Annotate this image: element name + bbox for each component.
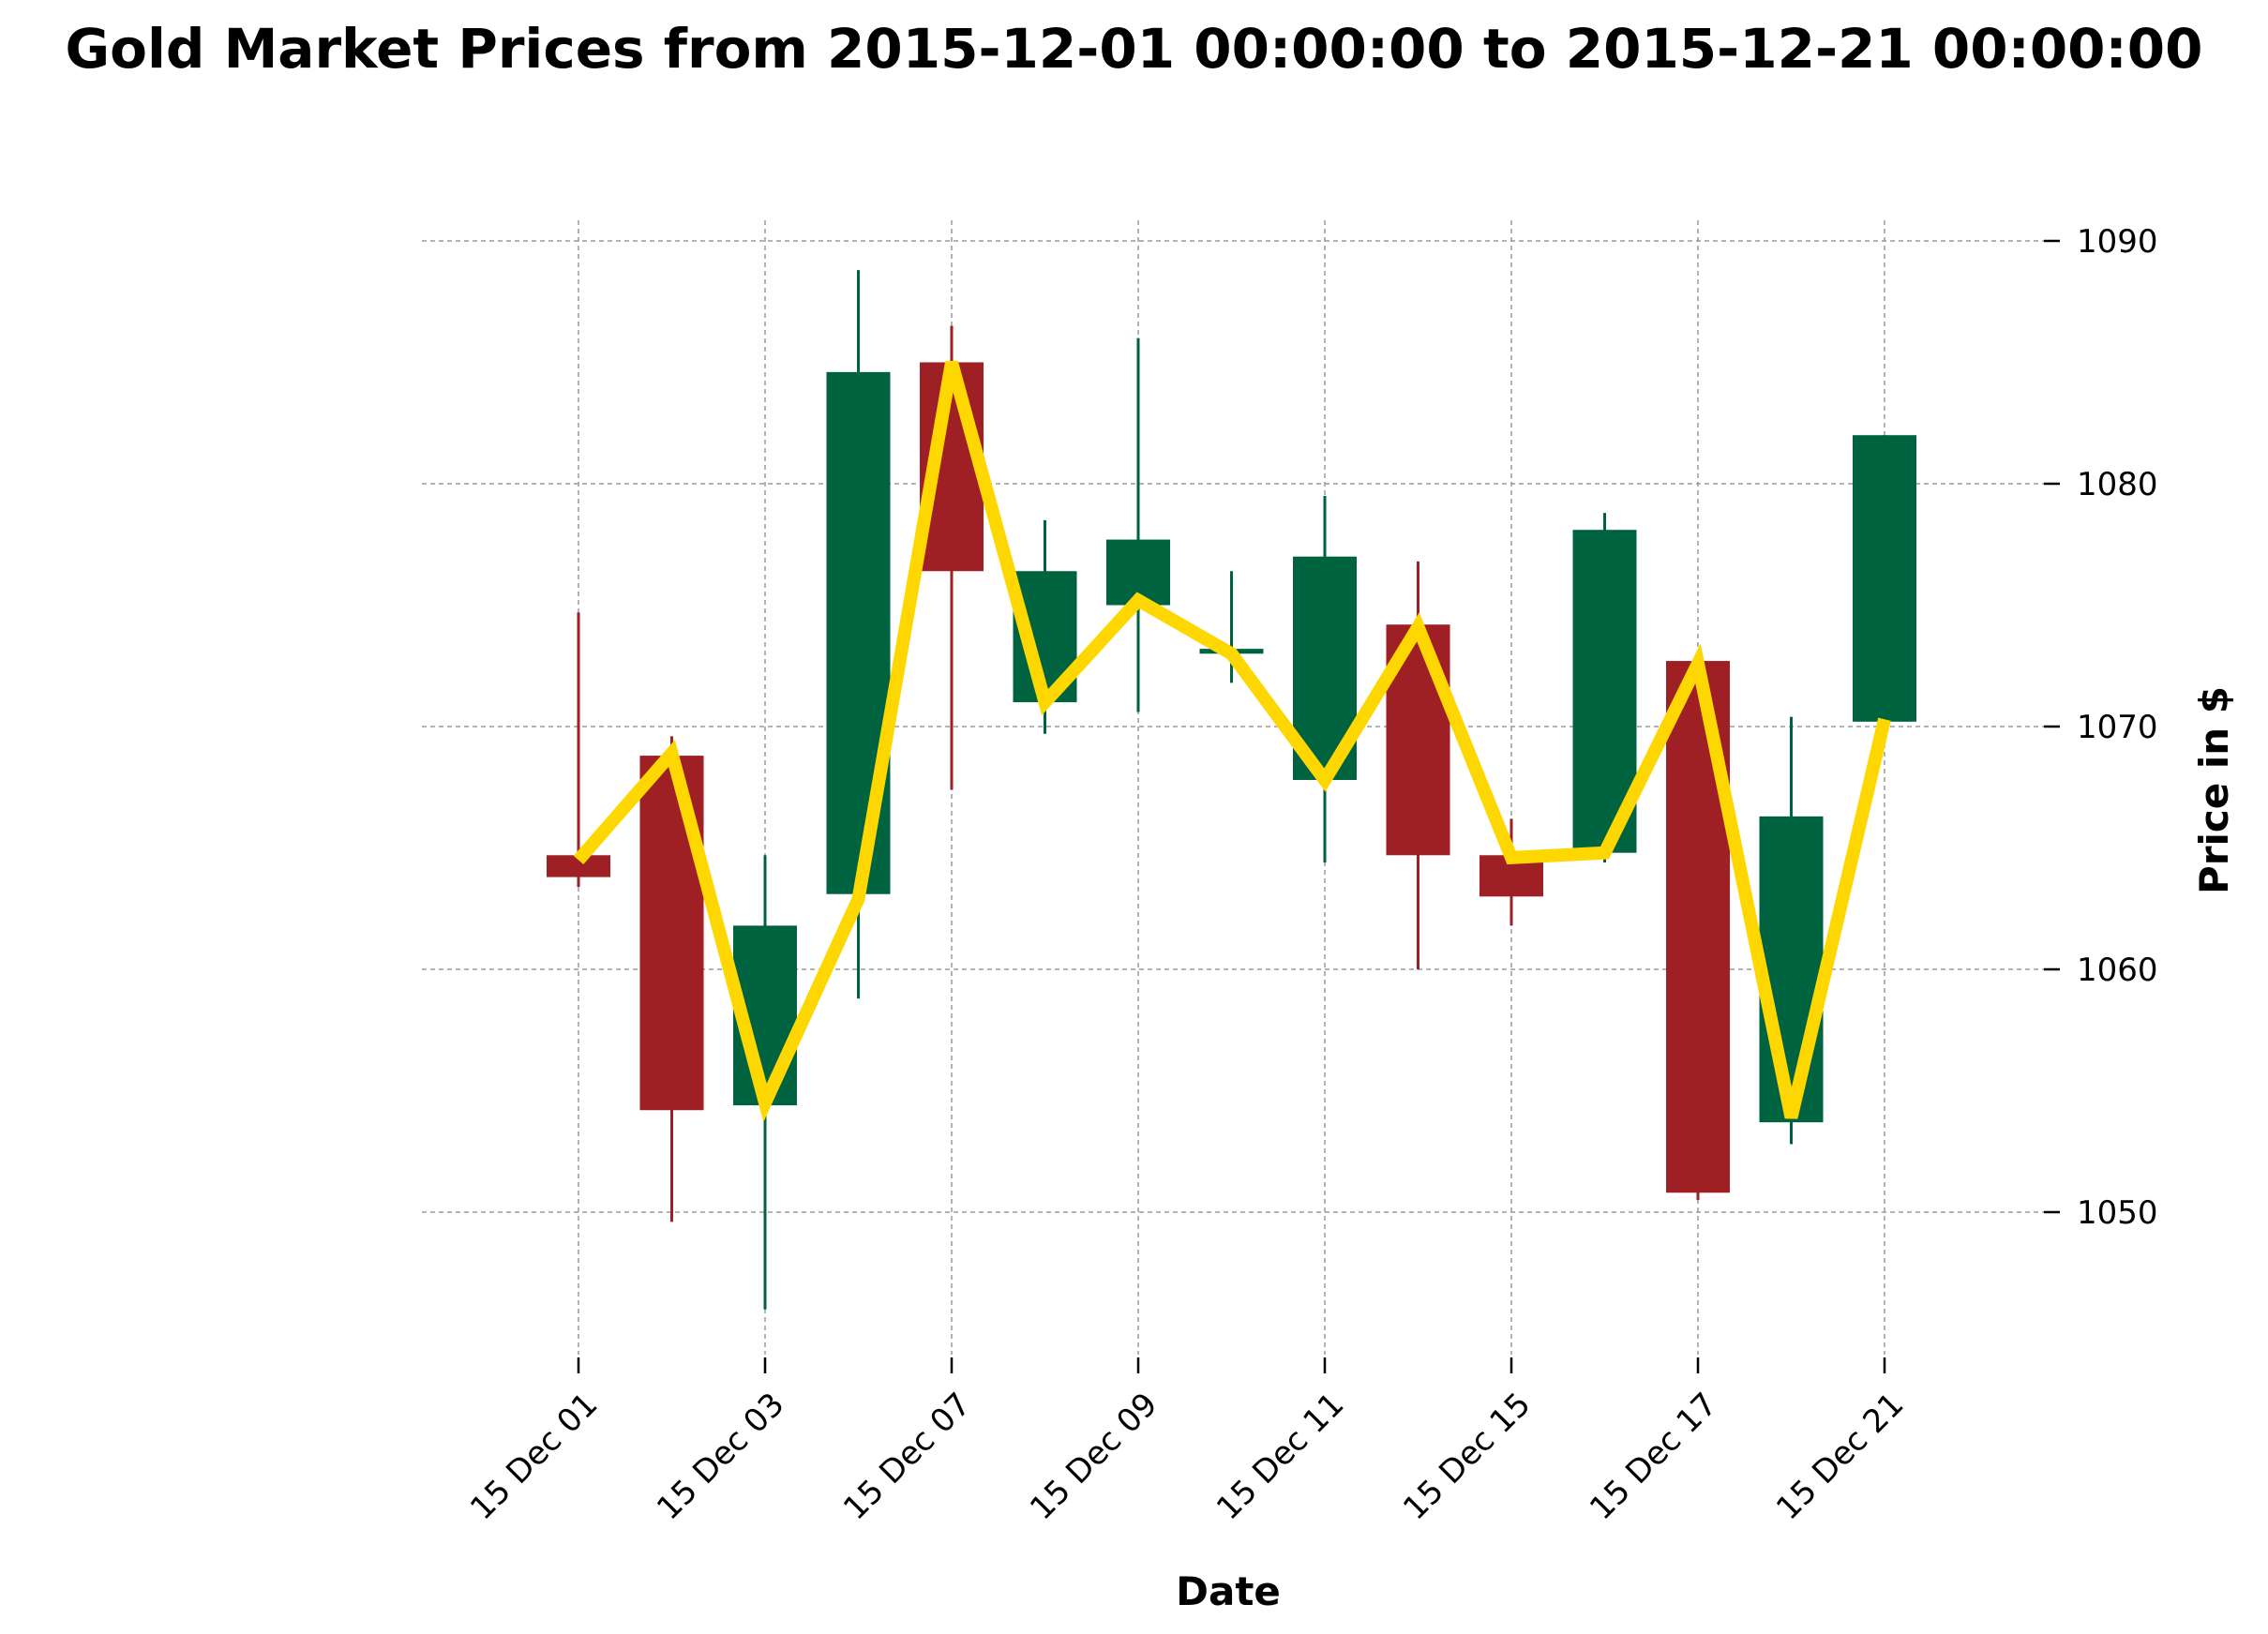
y-tick-label: 1050 [2077, 1194, 2158, 1232]
price-line-series [573, 360, 1891, 1123]
y-tick-label: 1070 [2077, 709, 2158, 746]
y-tick-label: 1080 [2077, 466, 2158, 503]
axis-ticks: 1050 1060 1070 1080 1090 15 Dec 01 15 Dec 03 15… [463, 223, 2157, 1527]
candle-body-up [1759, 816, 1824, 1123]
candle-body-down [547, 855, 610, 877]
x-tick-label: 15 Dec 11 [1209, 1386, 1351, 1527]
y-tick-label: 1060 [2077, 952, 2158, 989]
y-axis-label: Price in $ [2191, 686, 2237, 894]
y-tick-label: 1090 [2077, 223, 2158, 261]
x-tick-label: 15 Dec 17 [1583, 1386, 1724, 1527]
price-line [573, 360, 1891, 1123]
x-tick-label: 15 Dec 03 [650, 1386, 791, 1527]
chart-title: Gold Market Prices from 2015-12-01 00:00… [65, 17, 2203, 81]
x-tick-label: 15 Dec 01 [463, 1386, 605, 1527]
candle-body-up [1853, 435, 1916, 722]
candle-bodies [547, 362, 1916, 1193]
x-tick-label: 15 Dec 09 [1023, 1386, 1164, 1527]
x-tick-label: 15 Dec 07 [836, 1386, 978, 1527]
candle-body-down [639, 756, 704, 1111]
x-tick-label: 15 Dec 15 [1396, 1386, 1538, 1527]
x-tick-label: 15 Dec 21 [1769, 1386, 1911, 1527]
candle-body-up [826, 371, 891, 894]
x-axis-label: Date [1176, 1568, 1281, 1614]
